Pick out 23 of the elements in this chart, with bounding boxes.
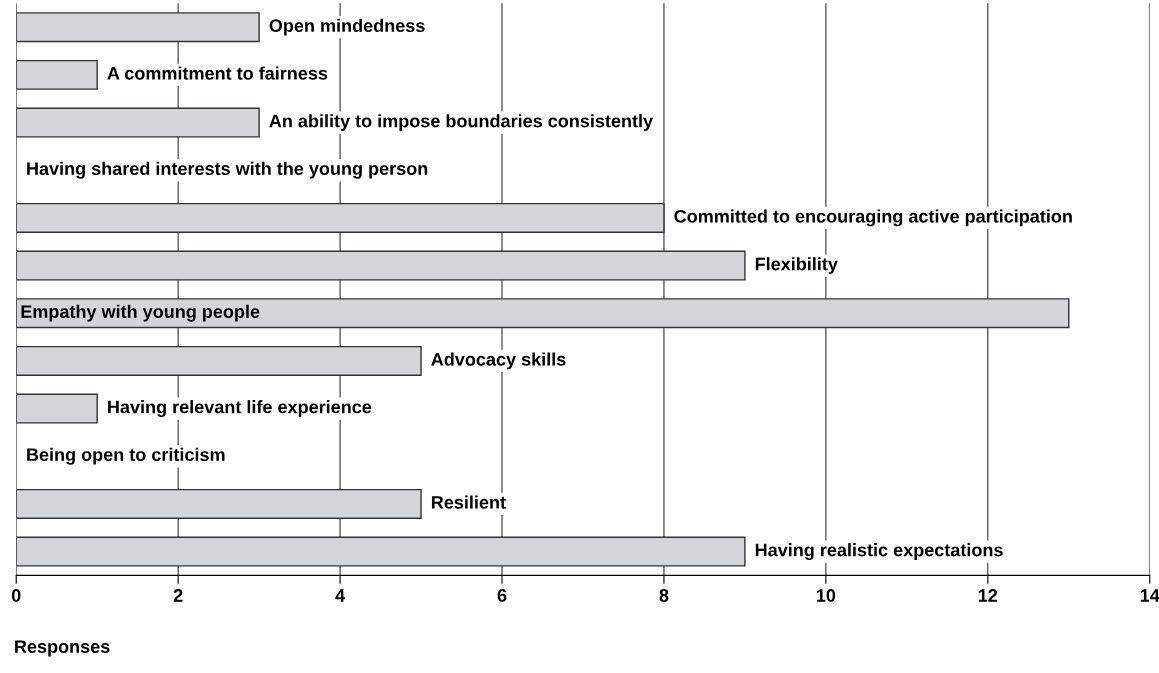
y-tick-label: Advocacy skills xyxy=(431,352,566,370)
y-tick-label: Having relevant life experience xyxy=(108,400,372,418)
y-tick-label: Having realistic expectations xyxy=(755,543,1003,561)
x-tick-label: 4 xyxy=(335,589,346,602)
y-tick-label: A commitment to fairness xyxy=(107,66,328,80)
x-tick-label: 0 xyxy=(11,589,21,602)
x-tick-label: 12 xyxy=(978,589,998,602)
x-tick-label: 2 xyxy=(173,589,183,602)
y-tick-label: Being open to criticism xyxy=(27,447,225,465)
x-tick-label: 10 xyxy=(816,589,836,602)
bar xyxy=(16,59,98,90)
y-tick-label: Open mindedness xyxy=(269,18,425,36)
y-tick-label: Resilient xyxy=(431,495,506,509)
x-tick-label: 6 xyxy=(497,589,507,602)
y-tick-label: Empathy with young people xyxy=(21,304,260,322)
y-tick-label: An ability to impose boundaries consistently xyxy=(269,114,653,131)
y-tick-label: Having shared interests with the young person xyxy=(27,161,428,179)
bar xyxy=(16,393,98,424)
x-axis-title: Responses xyxy=(15,640,110,657)
y-tick-label: Flexibility xyxy=(755,257,838,274)
x-tick-label: 14 xyxy=(1140,589,1159,602)
y-tick-label: Committed to encouraging active participation xyxy=(674,209,1072,227)
x-tick-label: 8 xyxy=(659,589,669,602)
